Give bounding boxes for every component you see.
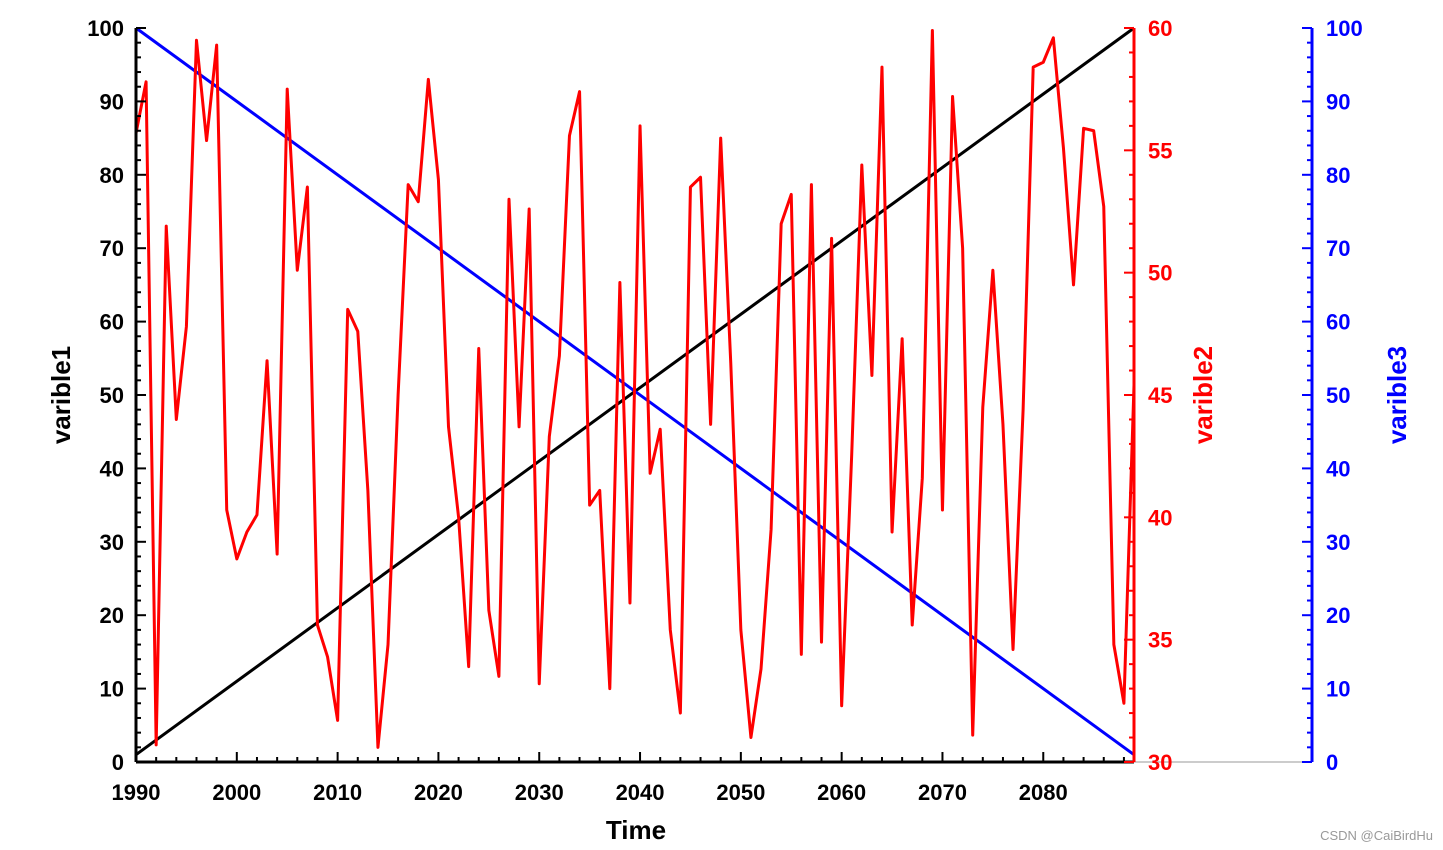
y-tick-label-3: 70	[1326, 236, 1350, 261]
y-tick-label-1: 60	[100, 310, 124, 335]
y-axis-title-3: varible3	[1382, 346, 1412, 444]
y-tick-label-3: 20	[1326, 603, 1350, 628]
y-tick-label-3: 80	[1326, 163, 1350, 188]
y-tick-label-2: 30	[1148, 750, 1172, 775]
y-tick-label-1: 40	[100, 456, 124, 481]
y-tick-label-3: 30	[1326, 530, 1350, 555]
y-tick-label-2: 45	[1148, 383, 1172, 408]
watermark: CSDN @CaiBirdHu	[1320, 828, 1433, 843]
y-tick-label-2: 50	[1148, 261, 1172, 286]
y-tick-label-1: 30	[100, 530, 124, 555]
y-tick-label-3: 10	[1326, 677, 1350, 702]
x-tick-label: 2030	[515, 780, 564, 805]
x-tick-label: 2000	[212, 780, 261, 805]
series-line-3	[134, 28, 1136, 749]
y-tick-label-3: 60	[1326, 310, 1350, 335]
y-tick-label-1: 100	[87, 16, 124, 41]
y-tick-label-1: 50	[100, 383, 124, 408]
series-layer	[134, 26, 1136, 756]
x-tick-label: 2070	[918, 780, 967, 805]
x-axis-title: Time	[606, 815, 666, 845]
y-tick-label-3: 100	[1326, 16, 1363, 41]
y-tick-label-3: 90	[1326, 89, 1350, 114]
y-axis-title-1: varible1	[46, 346, 76, 444]
x-tick-label: 2050	[716, 780, 765, 805]
y-tick-label-3: 40	[1326, 456, 1350, 481]
y-tick-label-3: 0	[1326, 750, 1338, 775]
y-tick-label-1: 90	[100, 89, 124, 114]
x-tick-label: 2060	[817, 780, 866, 805]
y-tick-label-1: 80	[100, 163, 124, 188]
x-tick-label: 2040	[616, 780, 665, 805]
y-tick-label-1: 0	[112, 750, 124, 775]
x-tick-label: 2020	[414, 780, 463, 805]
y-tick-label-2: 55	[1148, 138, 1172, 163]
labels-layer: 1990 2000 2010 2020 2030 2040 2050 2060 2070 2080…	[46, 16, 1412, 805]
y-axis-title-2: varible2	[1188, 346, 1218, 444]
y-tick-label-2: 40	[1148, 505, 1172, 530]
y-tick-label-2: 35	[1148, 628, 1172, 653]
y-tick-label-1: 70	[100, 236, 124, 261]
y-tick-label-1: 10	[100, 677, 124, 702]
axes-layer	[134, 27, 1314, 764]
y-tick-label-3: 50	[1326, 383, 1350, 408]
y-tick-label-2: 60	[1148, 16, 1172, 41]
x-tick-label: 2080	[1019, 780, 1068, 805]
x-tick-label: 2010	[313, 780, 362, 805]
x-tick-label: 1990	[112, 780, 161, 805]
y-tick-label-1: 20	[100, 603, 124, 628]
